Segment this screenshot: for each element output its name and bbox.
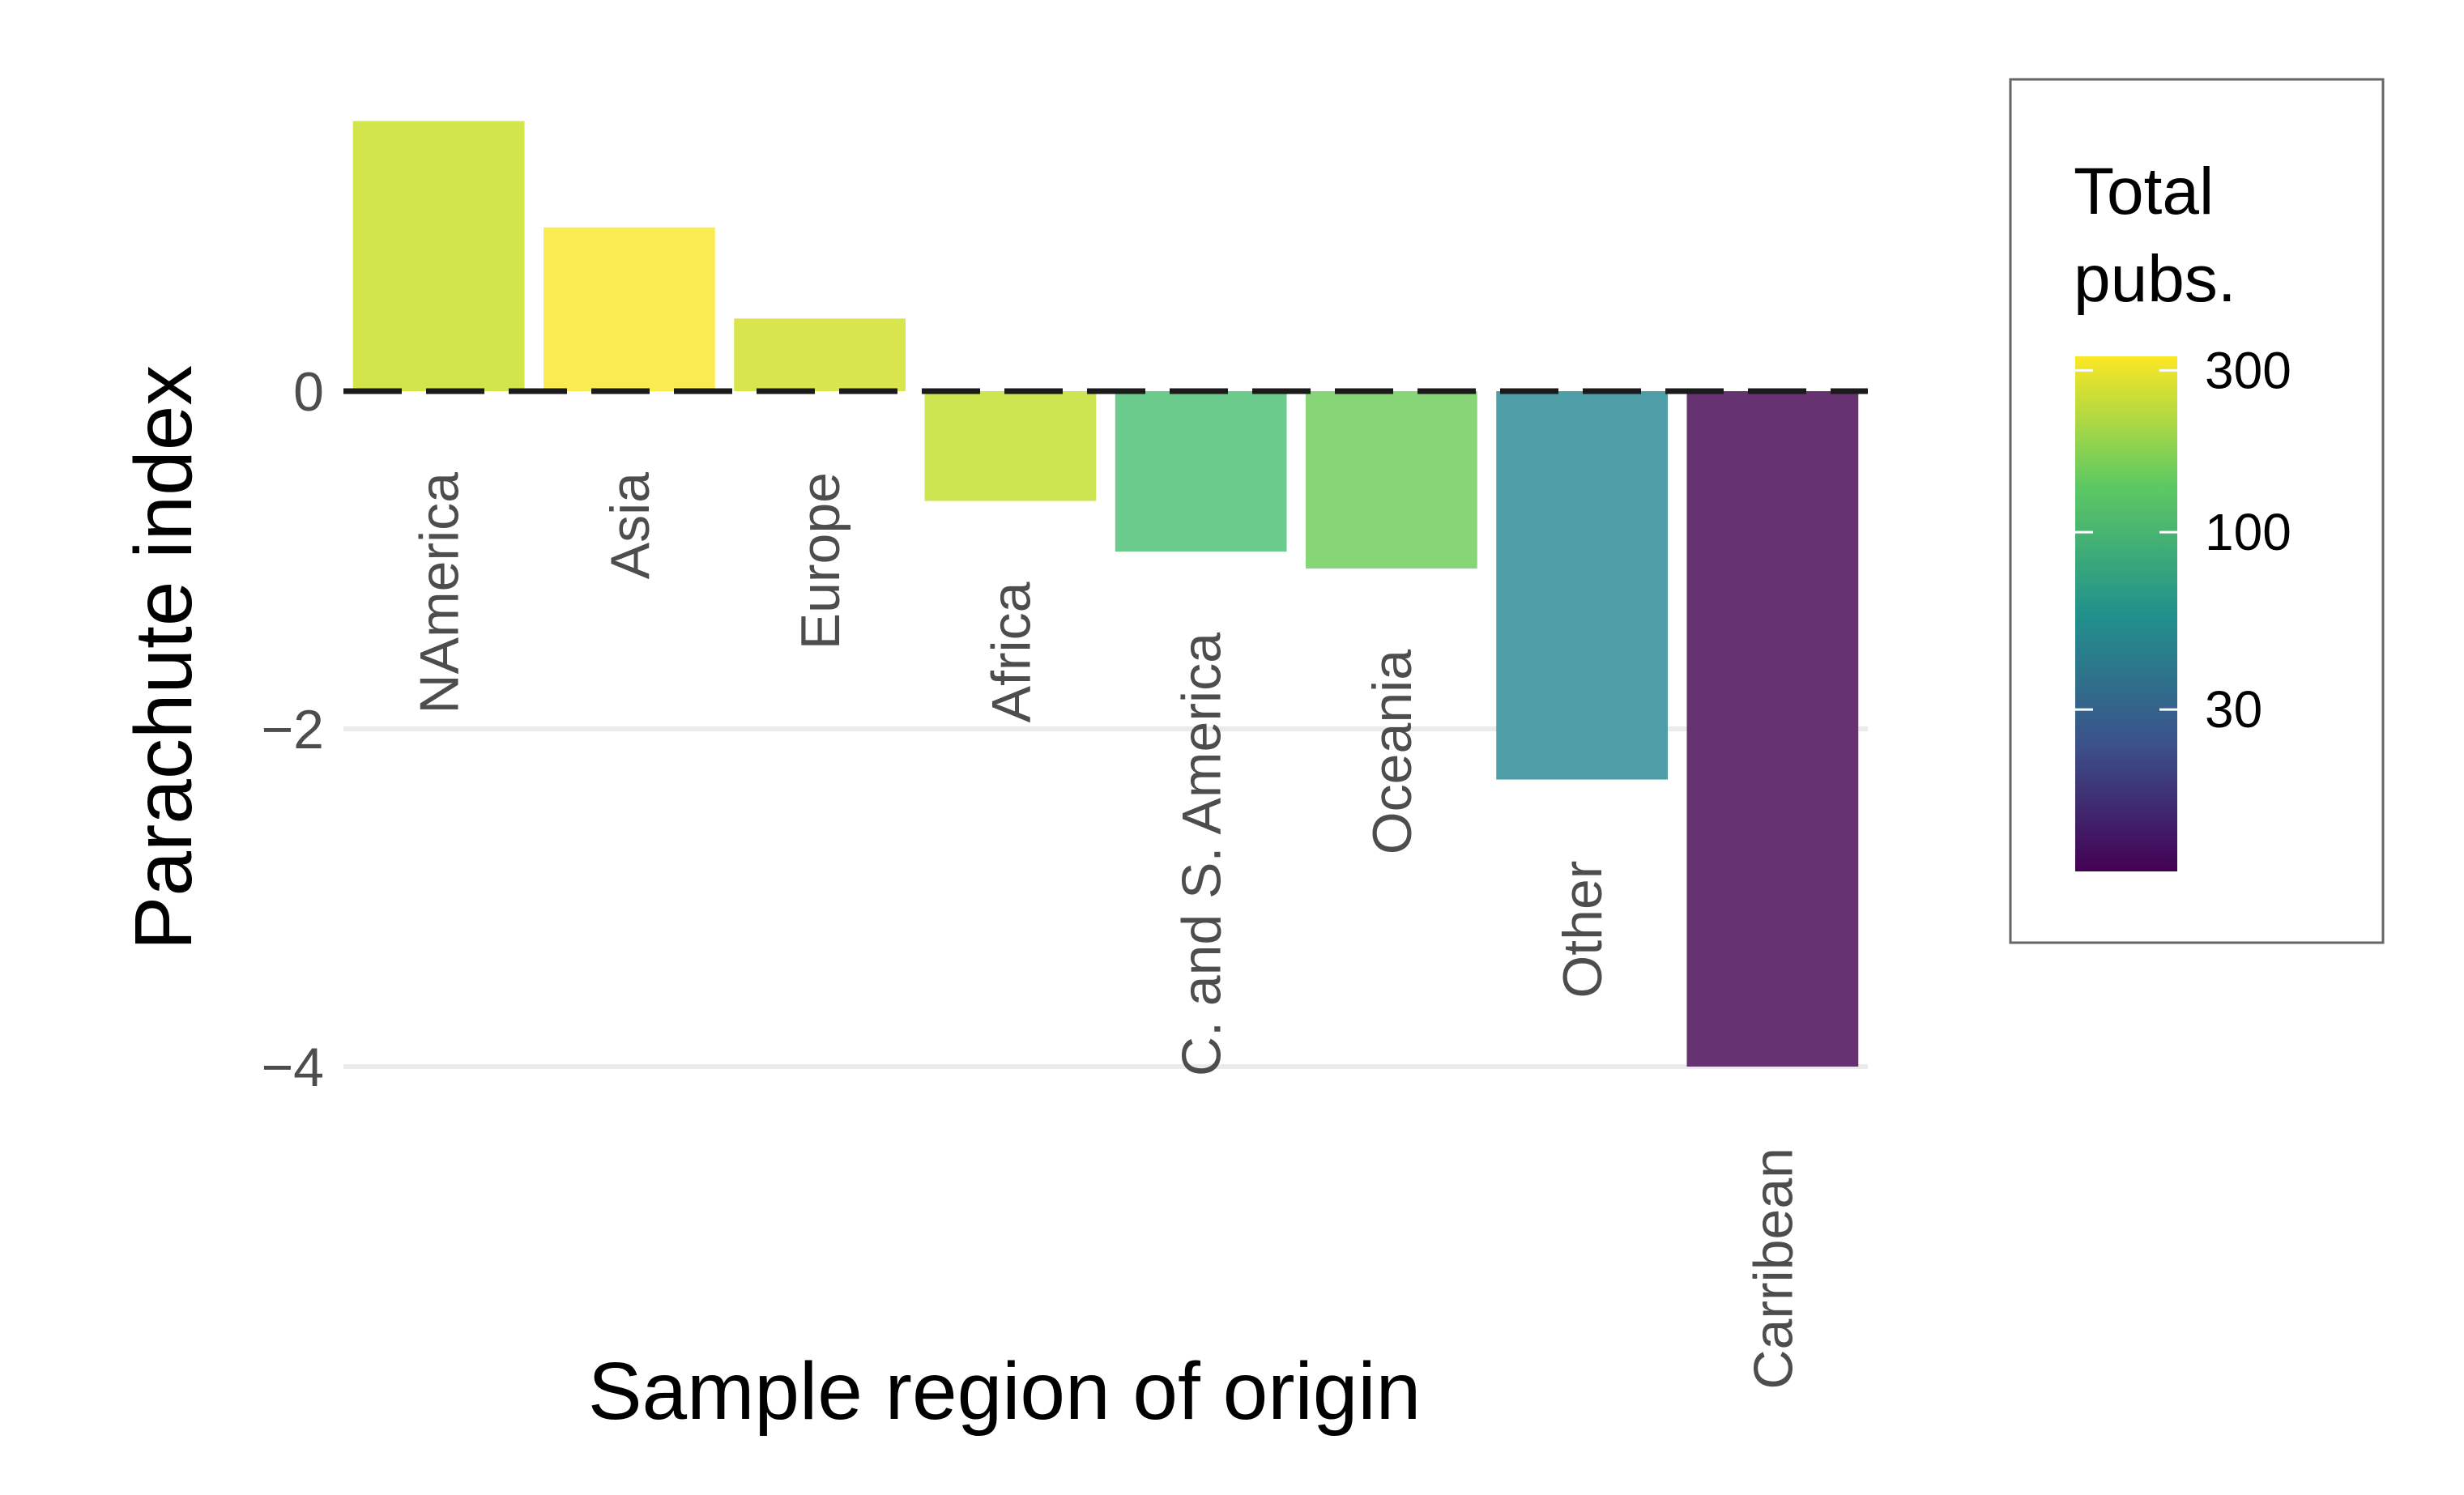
y-tick-label: 0 xyxy=(293,361,324,423)
category-label: Europe xyxy=(790,472,851,650)
legend-title-line1: Total xyxy=(2074,155,2214,228)
bar xyxy=(1686,391,1859,1067)
bar xyxy=(352,121,525,391)
bars xyxy=(352,121,1859,1067)
bar xyxy=(734,318,906,391)
y-axis-ticks: 0 −2 −4 xyxy=(261,361,324,1098)
category-label: Carribean xyxy=(1742,1148,1804,1390)
bar xyxy=(1306,391,1477,569)
category-label: Asia xyxy=(599,472,661,579)
category-label: Oceania xyxy=(1362,650,1423,854)
legend: Total pubs. 300 100 30 xyxy=(2009,78,2385,944)
legend-box xyxy=(2009,78,2385,944)
bar xyxy=(1115,391,1287,552)
category-label: Other xyxy=(1552,861,1614,999)
y-tick-label: −2 xyxy=(261,699,324,760)
legend-colorbar xyxy=(2075,356,2177,871)
legend-tick-label: 300 xyxy=(2205,341,2291,399)
legend-tick-label: 100 xyxy=(2205,503,2291,561)
category-label: NAmerica xyxy=(409,472,471,714)
category-labels: NAmerica Asia Europe Africa C. and S. Americ… xyxy=(409,472,1805,1390)
legend-title-line2: pubs. xyxy=(2074,242,2236,316)
bar xyxy=(924,391,1097,501)
category-label: Africa xyxy=(980,581,1042,722)
y-tick-label: −4 xyxy=(261,1037,324,1098)
x-axis-title: Sample region of origin xyxy=(588,1346,1421,1437)
legend-ticks: 300 100 30 xyxy=(2075,341,2291,739)
y-axis-title: Parachute index xyxy=(118,365,209,951)
bar xyxy=(544,227,715,391)
category-label: C. and S. America xyxy=(1171,632,1233,1076)
bar xyxy=(1496,391,1668,780)
legend-tick-label: 30 xyxy=(2205,680,2262,739)
